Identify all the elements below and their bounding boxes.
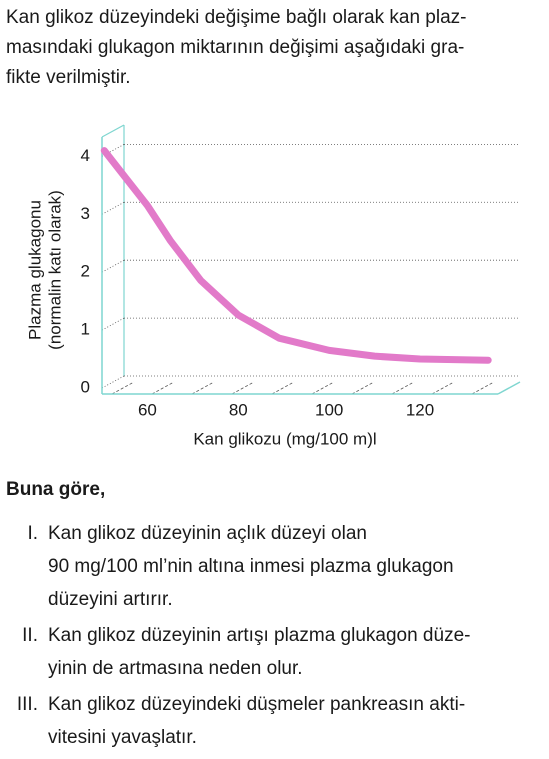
floor-hatch	[191, 381, 215, 395]
floor-hatch	[271, 381, 295, 395]
x-tick-label: 60	[138, 400, 157, 419]
axis-depth	[101, 124, 125, 138]
y-axis-label: (normalin katı olarak)	[45, 190, 64, 350]
data-line	[100, 147, 492, 364]
y-tick-label: 0	[81, 377, 90, 396]
grid-depth	[101, 375, 125, 389]
floor-hatch	[391, 381, 415, 395]
item-line: Kan glikoz düzeyindeki düşmeler pankreas…	[48, 694, 465, 715]
item-line: düzeyini artırır.	[48, 589, 173, 610]
intro-line: masındaki glukagon miktarının değişimi a…	[6, 37, 464, 58]
x-tick-label: 100	[315, 400, 343, 419]
question-lead: Buna göre,	[6, 479, 105, 500]
grid-depth	[101, 317, 125, 331]
floor-hatch	[351, 381, 375, 395]
item-line: 90 mg/100 ml’nin altına inmesi plazma gl…	[48, 556, 454, 577]
x-tick-label: 80	[229, 400, 248, 419]
y-tick-label: 1	[81, 320, 90, 339]
y-axis-label: Plazma glukagonu	[25, 200, 44, 340]
item-line: vitesini yavaşlatır.	[48, 727, 197, 748]
x-axis-depth	[497, 381, 521, 395]
item-line: Kan glikoz düzeyinin artışı plazma gluka…	[48, 625, 470, 646]
y-tick-label: 3	[81, 204, 90, 223]
item-line: yinin de artmasına neden olur.	[48, 658, 303, 679]
y-tick-label: 4	[81, 146, 90, 165]
grid-depth	[101, 144, 125, 157]
x-tick-label: 120	[406, 400, 434, 419]
floor-hatch	[151, 381, 175, 395]
floor-hatch	[471, 381, 495, 395]
item-numeral: II.	[22, 625, 38, 646]
grid-depth	[101, 259, 125, 273]
item-line: Kan glikoz düzeyinin açlık düzeyi olan	[48, 523, 367, 544]
x-axis-label: Kan glikozu (mg/100 m)l	[193, 429, 376, 448]
y-tick-label: 2	[81, 262, 90, 281]
floor-hatch	[311, 381, 335, 395]
floor-hatch	[231, 381, 255, 395]
floor-hatch	[111, 381, 135, 395]
item-numeral: III.	[17, 694, 38, 715]
grid-depth	[101, 201, 125, 215]
intro-line: fikte verilmiştir.	[6, 67, 131, 88]
intro-line: Kan glikoz düzeyindeki değişime bağlı ol…	[6, 7, 466, 28]
item-numeral: I.	[27, 523, 38, 544]
floor-hatch	[431, 381, 455, 395]
